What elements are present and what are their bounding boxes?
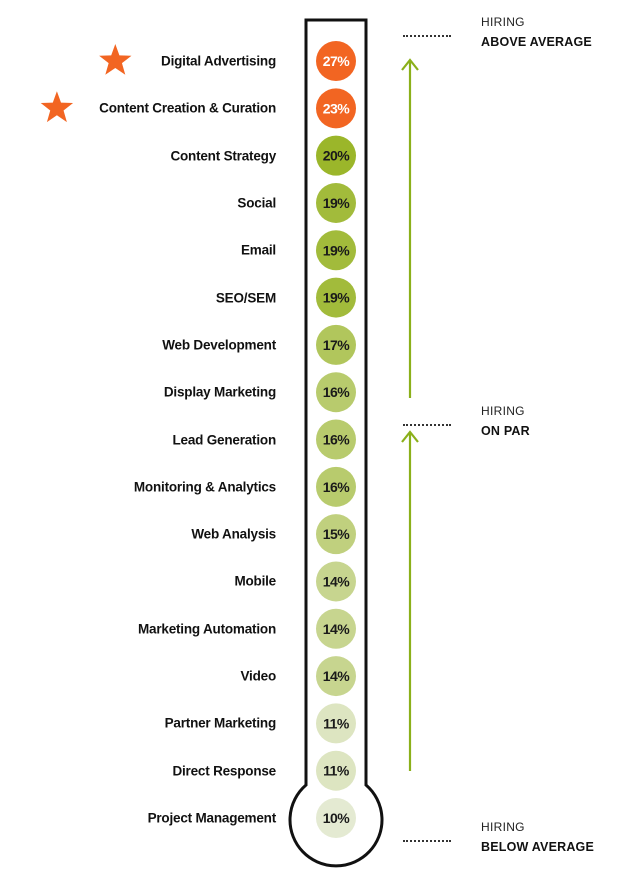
value-label: 19% [323,290,351,306]
category-label: Web Development [162,337,276,353]
category-label: Email [240,242,276,258]
category-label: Partner Marketing [164,715,277,731]
category-label: Direct Response [172,763,276,779]
value-circle [316,41,356,81]
value-label: 23% [323,100,351,116]
value-circle [316,798,356,838]
value-label: 11% [323,715,350,731]
value-label: 14% [323,621,351,637]
value-circle [316,466,356,507]
value-circle [316,514,356,555]
value-circle [316,419,356,460]
value-circle [316,182,356,223]
category-label: Monitoring & Analytics [133,479,276,495]
value-circle [316,608,356,649]
arrow-head [401,58,419,71]
category-label: Video [240,668,276,684]
zone-dotted-line [403,424,451,426]
category-label: Content Strategy [170,148,276,164]
value-circle [316,372,356,413]
zone-subtitle: ABOVE AVERAGE [481,35,592,49]
value-label: 19% [323,242,351,258]
category-label: Web Analysis [191,526,276,542]
value-label: 17% [323,337,351,353]
value-label: 14% [323,668,351,684]
value-label: 20% [323,148,351,164]
zone-subtitle: ON PAR [481,424,530,438]
value-circle [316,324,356,365]
category-label: Digital Advertising [161,53,276,69]
category-label: Mobile [234,573,276,589]
category-label: Lead Generation [172,432,276,447]
star-icon [40,91,74,123]
star-icon [99,44,132,75]
value-circle [316,277,356,318]
value-circle [316,750,356,791]
value-label: 11% [323,763,350,779]
value-circle [316,230,356,271]
zone-dotted-line [403,35,451,37]
value-label: 16% [323,432,351,448]
value-label: 14% [323,573,351,589]
value-label: 16% [323,479,351,495]
zone-title: HIRING [481,15,525,29]
category-label: Social [237,195,276,211]
value-circle [316,561,356,602]
value-circle [316,88,356,129]
zone-dotted-line [403,840,451,842]
arrow-head [401,430,419,443]
zone-title: HIRING [481,404,525,418]
value-circle [316,656,356,697]
value-label: 19% [323,195,351,211]
zone-subtitle: BELOW AVERAGE [481,840,595,854]
value-label: 10% [323,810,351,826]
zone-title: HIRING [481,820,525,834]
category-label: Display Marketing [163,384,276,400]
value-circle [316,135,356,176]
category-label: Marketing Automation [137,621,276,637]
category-label: Content Creation & Curation [99,100,276,116]
value-label: 15% [323,526,351,542]
value-label: 16% [323,384,351,400]
value-circle [316,703,356,744]
category-label: SEO/SEM [215,290,276,306]
value-label: 27% [323,53,351,69]
category-label: Project Management [147,810,277,826]
